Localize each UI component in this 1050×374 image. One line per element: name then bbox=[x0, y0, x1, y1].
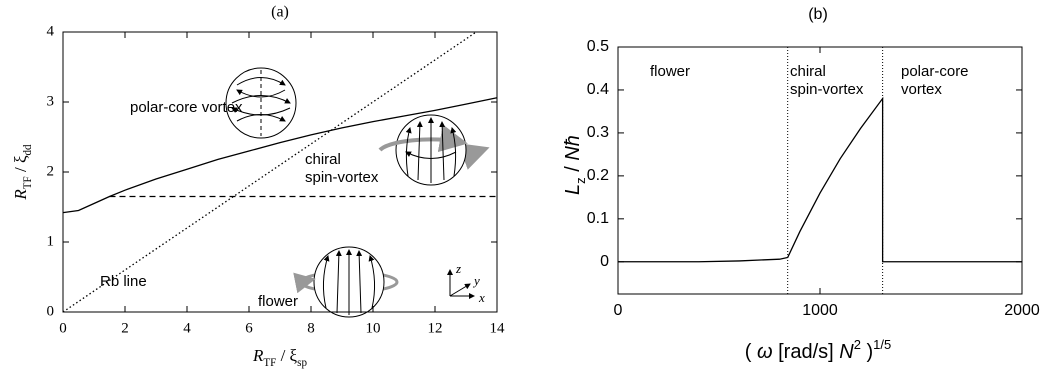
label-part: TF bbox=[22, 176, 34, 189]
y-axis-label: Lz / Nħ bbox=[562, 135, 588, 195]
y-tick-label: 0.5 bbox=[587, 38, 609, 55]
y-tick-label: 1 bbox=[47, 233, 55, 249]
coordinate-label: y bbox=[472, 273, 480, 288]
x-tick-label: 4 bbox=[183, 320, 191, 336]
data-line bbox=[62, 97, 498, 214]
y-tick-label: 0.4 bbox=[587, 81, 609, 98]
label-part: 1/5 bbox=[873, 337, 891, 352]
polar-core-icon bbox=[225, 67, 297, 139]
label-part: dd bbox=[22, 144, 34, 156]
annotation: polar-core vortex bbox=[130, 99, 243, 116]
label-part: ) bbox=[861, 341, 873, 363]
x-tick-label: 14 bbox=[490, 320, 506, 336]
label-part: R bbox=[252, 346, 264, 365]
y-tick-label: 0.2 bbox=[587, 167, 609, 184]
annotation: vortex bbox=[901, 81, 942, 98]
y-tick-label: 0 bbox=[600, 253, 609, 270]
annotation: chiral bbox=[790, 63, 826, 80]
x-tick-label: 2 bbox=[121, 320, 129, 336]
annotation: chiral bbox=[305, 151, 341, 168]
label-part: ( bbox=[745, 341, 757, 363]
coordinate-label: z bbox=[455, 261, 461, 276]
y-tick-label: 0.3 bbox=[587, 124, 609, 141]
label-part: / ξ bbox=[276, 346, 297, 365]
label-part: L bbox=[562, 184, 584, 195]
x-axis-label: ( ω [rad/s] N2 )1/5 bbox=[745, 337, 891, 363]
annotation: flower bbox=[258, 293, 298, 310]
y-axis-label: RTF / ξdd bbox=[11, 144, 34, 201]
y-tick-label: 3 bbox=[47, 93, 55, 109]
x-tick-label: 2000 bbox=[1004, 302, 1040, 319]
chart-title: (a) bbox=[271, 4, 289, 21]
coordinate-label: x bbox=[478, 290, 485, 305]
annotation: Rb line bbox=[100, 273, 147, 290]
x-tick-label: 0 bbox=[614, 302, 623, 319]
label-part: / ξ bbox=[11, 155, 30, 176]
chiral-icon bbox=[378, 114, 490, 186]
annotation: spin-vortex bbox=[305, 169, 379, 186]
data-line bbox=[618, 96, 1022, 263]
x-tick-label: 0 bbox=[59, 320, 67, 336]
label-part: sp bbox=[297, 357, 307, 369]
y-tick-label: 4 bbox=[47, 23, 55, 39]
y-tick-label: 2 bbox=[47, 163, 55, 179]
label-part: ω bbox=[757, 341, 773, 363]
label-part: R bbox=[11, 189, 30, 201]
label-part: 2 bbox=[854, 337, 861, 352]
label-part: N bbox=[839, 341, 854, 363]
y-tick-label: 0 bbox=[47, 303, 55, 319]
x-axis-label: RTF / ξsp bbox=[252, 346, 307, 369]
x-tick-label: 12 bbox=[428, 320, 443, 336]
x-tick-label: 8 bbox=[307, 320, 315, 336]
label-part: TF bbox=[263, 357, 276, 369]
annotation: polar-core bbox=[901, 63, 969, 80]
label-part: / bbox=[562, 161, 584, 178]
label-part: z bbox=[573, 177, 588, 184]
annotation: flower bbox=[650, 63, 690, 80]
coordinate-icon bbox=[447, 269, 475, 299]
x-tick-label: 6 bbox=[245, 320, 253, 336]
label-part: [rad/s] bbox=[773, 341, 840, 363]
label-part: Nħ bbox=[562, 135, 584, 161]
annotation: spin-vortex bbox=[790, 81, 864, 98]
x-tick-label: 10 bbox=[366, 320, 381, 336]
y-tick-label: 0.1 bbox=[587, 210, 609, 227]
chart-title: (b) bbox=[808, 6, 828, 23]
x-tick-label: 1000 bbox=[802, 302, 838, 319]
flower-icon bbox=[293, 246, 399, 318]
